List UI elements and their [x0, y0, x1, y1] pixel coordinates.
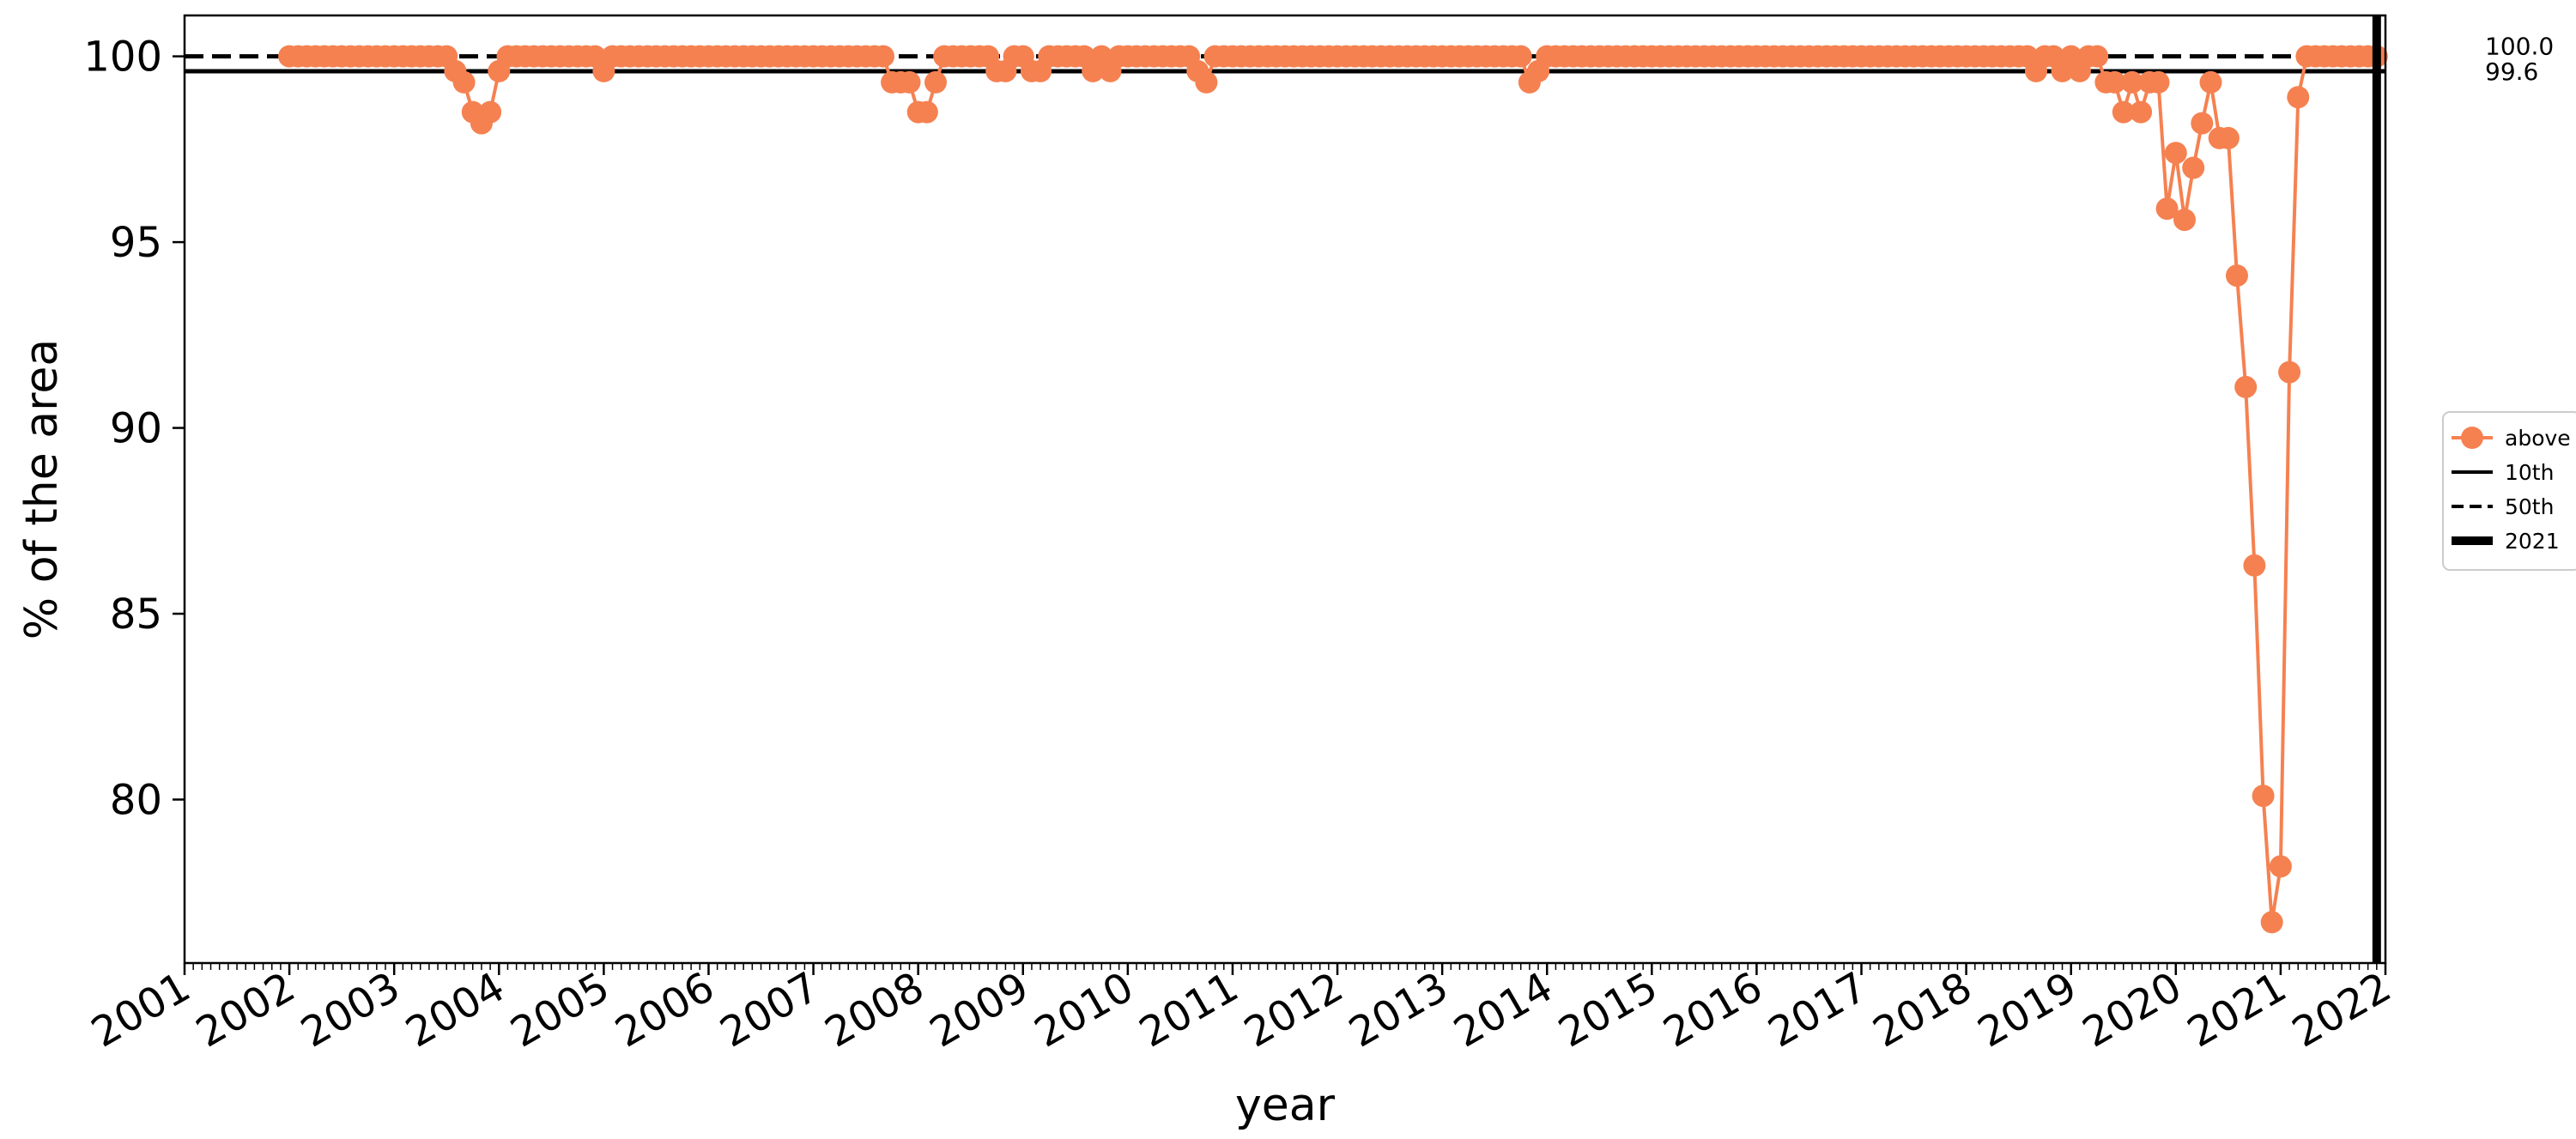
x-axis-title: year [1235, 1080, 1336, 1131]
data-point [2182, 156, 2205, 179]
data-point [452, 70, 476, 94]
data-point [2243, 554, 2266, 577]
data-point [1509, 45, 1532, 68]
data-point [924, 70, 947, 94]
data-point [2226, 264, 2248, 288]
legend-box [2442, 411, 2576, 571]
data-point [2252, 785, 2275, 808]
reference-label-50th: 100.0 [2485, 33, 2554, 61]
data-point [2191, 112, 2214, 135]
legend-label-10th: 10th [2505, 460, 2554, 485]
data-point [2278, 360, 2301, 384]
plot-area [185, 15, 2388, 963]
data-point [2269, 855, 2292, 878]
y-tick-label: 90 [110, 405, 162, 453]
y-tick-label: 100 [83, 33, 162, 82]
data-point [479, 100, 502, 124]
y-tick-label: 85 [110, 591, 162, 639]
data-point [2103, 70, 2126, 94]
legend: above 10th 50th 2021 [2442, 411, 2576, 571]
y-tick-label: 95 [110, 219, 162, 267]
legend-marker-above [2461, 427, 2483, 449]
data-point [2112, 100, 2135, 124]
y-axis-title: % of the area [16, 339, 68, 639]
data-point [2130, 100, 2153, 124]
data-point [2147, 70, 2170, 94]
y-tick-label: 80 [110, 777, 162, 825]
data-point [915, 100, 938, 124]
reference-label-10th: 99.6 [2485, 58, 2538, 86]
data-point [2216, 126, 2240, 149]
legend-label-50th: 50th [2505, 494, 2554, 519]
data-point [898, 70, 921, 94]
data-point [2086, 45, 2109, 68]
legend-label-2021: 2021 [2505, 529, 2560, 554]
data-point [2234, 375, 2258, 398]
legend-label-above: above [2505, 426, 2571, 451]
data-point [2120, 70, 2143, 94]
data-point [2173, 209, 2196, 232]
data-point [2199, 70, 2222, 94]
data-point [2155, 197, 2179, 221]
data-point [2260, 911, 2283, 934]
data-point [1195, 70, 1218, 94]
data-point [2164, 142, 2187, 165]
data-point [872, 45, 894, 68]
data-point [2287, 86, 2310, 109]
